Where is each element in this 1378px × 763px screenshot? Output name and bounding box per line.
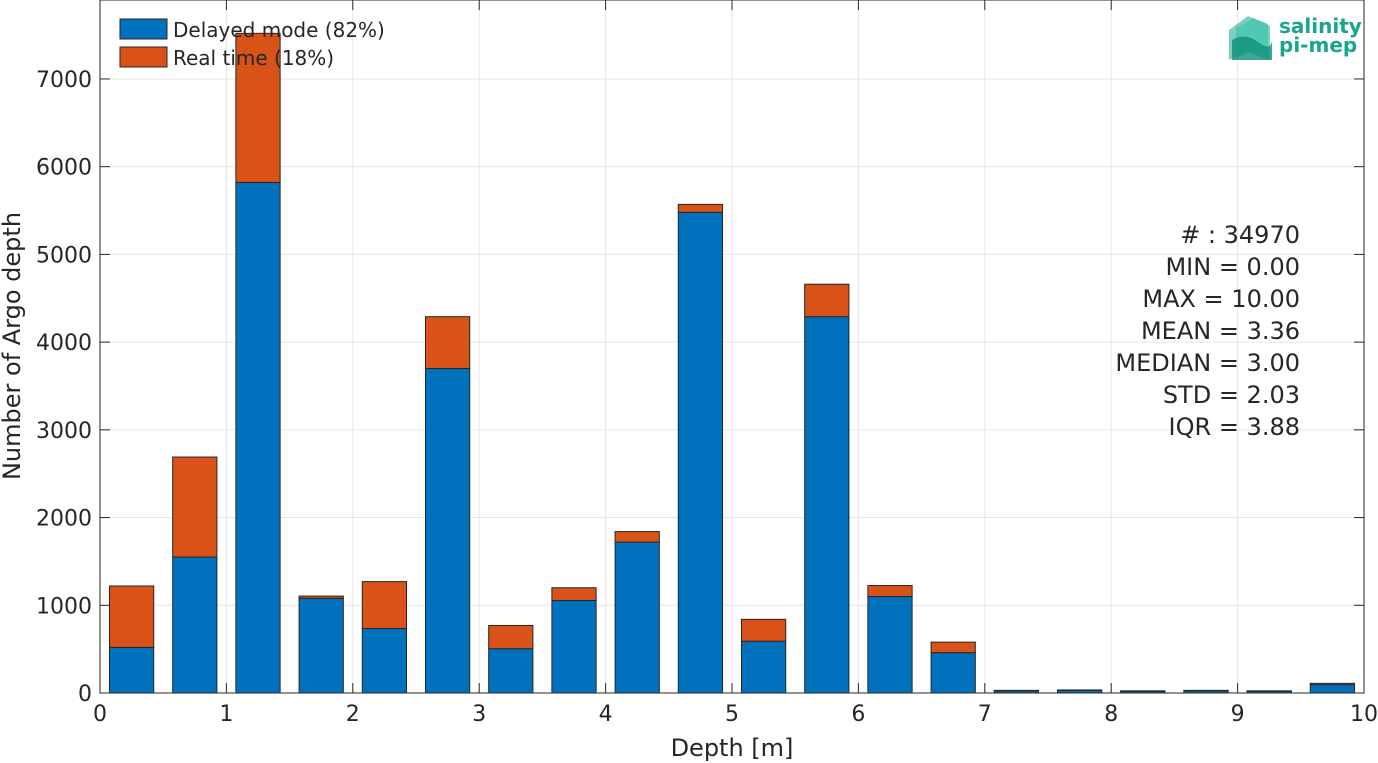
stat-line-1: MIN = 0.00 — [1165, 253, 1300, 281]
stat-line-5: STD = 2.03 — [1163, 381, 1300, 409]
logo-text-line1: salinity — [1279, 14, 1362, 38]
x-tick-label-1: 1 — [219, 702, 233, 727]
bar-delayed-6 — [488, 648, 534, 694]
x-tick-label-8: 8 — [1104, 702, 1118, 727]
legend-label-delayed: Delayed mode (82%) — [173, 18, 385, 42]
bar-realtime-4 — [361, 581, 408, 630]
y-tick-label-5: 5000 — [36, 243, 92, 268]
y-tick-label-1: 1000 — [36, 594, 92, 619]
bar-realtime-11 — [804, 283, 850, 318]
bar-realtime-7 — [551, 587, 597, 601]
legend: Delayed mode (82%) Real time (18%) — [119, 18, 385, 70]
x-axis-ticks: 0 1 2 3 4 5 6 7 8 9 10 — [93, 0, 1378, 727]
bar-delayed-0 — [108, 646, 155, 694]
x-tick-label-0: 0 — [93, 702, 107, 727]
x-tick-label-4: 4 — [599, 702, 613, 727]
bar-delayed-3 — [298, 597, 344, 694]
bar-delayed-2 — [235, 181, 281, 694]
bar-realtime-8 — [614, 531, 660, 543]
grid — [100, 0, 1364, 693]
y-tick-label-6: 6000 — [36, 156, 92, 181]
y-tick-label-4: 4000 — [36, 331, 92, 356]
y-axis-ticks: 0 1000 2000 3000 4000 5000 6000 7000 — [36, 68, 1364, 707]
stat-line-3: MEAN = 3.36 — [1141, 317, 1300, 345]
bar-delayed-13 — [930, 652, 976, 694]
bar-realtime-19 — [1309, 682, 1356, 686]
bar-delayed-19 — [1309, 684, 1356, 694]
statistics-annotation: # : 34970 MIN = 0.00 MAX = 10.00 MEAN = 3.3… — [1115, 221, 1300, 441]
legend-swatch-realtime — [119, 46, 168, 68]
bar-delayed-1 — [172, 556, 218, 694]
bar-realtime-5 — [424, 316, 471, 369]
salinity-pi-mep-logo: salinity pi-mep — [1229, 14, 1362, 60]
bar-realtime-9 — [677, 203, 724, 213]
y-axis-label: Number of Argo depth — [0, 212, 26, 480]
stat-line-4: MEDIAN = 3.00 — [1115, 349, 1300, 377]
stat-line-2: MAX = 10.00 — [1142, 285, 1300, 313]
bar-delayed-8 — [614, 541, 660, 694]
bar-delayed-7 — [551, 599, 597, 694]
bar-realtime-3 — [298, 595, 344, 599]
logo-text-line2: pi-mep — [1279, 33, 1357, 57]
bar-delayed-4 — [361, 628, 408, 694]
stat-line-0: # : 34970 — [1180, 221, 1300, 249]
bar-realtime-2 — [235, 32, 281, 183]
legend-label-realtime: Real time (18%) — [173, 46, 334, 70]
bar-realtime-12 — [867, 585, 913, 598]
x-tick-label-6: 6 — [851, 702, 865, 727]
x-tick-label-7: 7 — [978, 702, 992, 727]
x-tick-label-10: 10 — [1350, 702, 1378, 727]
bar-delayed-12 — [867, 596, 913, 694]
y-tick-label-3: 3000 — [36, 419, 92, 444]
bar-realtime-0 — [108, 585, 155, 648]
wave-icon — [1229, 16, 1272, 60]
x-tick-label-5: 5 — [725, 702, 739, 727]
x-axis-label: Depth [m] — [671, 734, 794, 762]
y-tick-label-7: 7000 — [36, 68, 92, 93]
bar-realtime-10 — [740, 618, 787, 642]
bar-realtime-6 — [488, 624, 534, 650]
bar-delayed-5 — [424, 367, 471, 694]
bar-delayed-9 — [677, 211, 724, 694]
stat-line-6: IQR = 3.88 — [1169, 413, 1300, 441]
x-tick-label-2: 2 — [346, 702, 360, 727]
bar-realtime-1 — [172, 456, 218, 558]
x-tick-label-3: 3 — [472, 702, 486, 727]
bar-realtime-13 — [930, 641, 976, 654]
x-tick-label-9: 9 — [1231, 702, 1245, 727]
y-tick-label-2: 2000 — [36, 507, 92, 532]
bar-delayed-10 — [740, 640, 787, 694]
bar-delayed-11 — [804, 316, 850, 694]
legend-swatch-delayed — [119, 18, 168, 40]
y-tick-label-0: 0 — [78, 682, 92, 707]
